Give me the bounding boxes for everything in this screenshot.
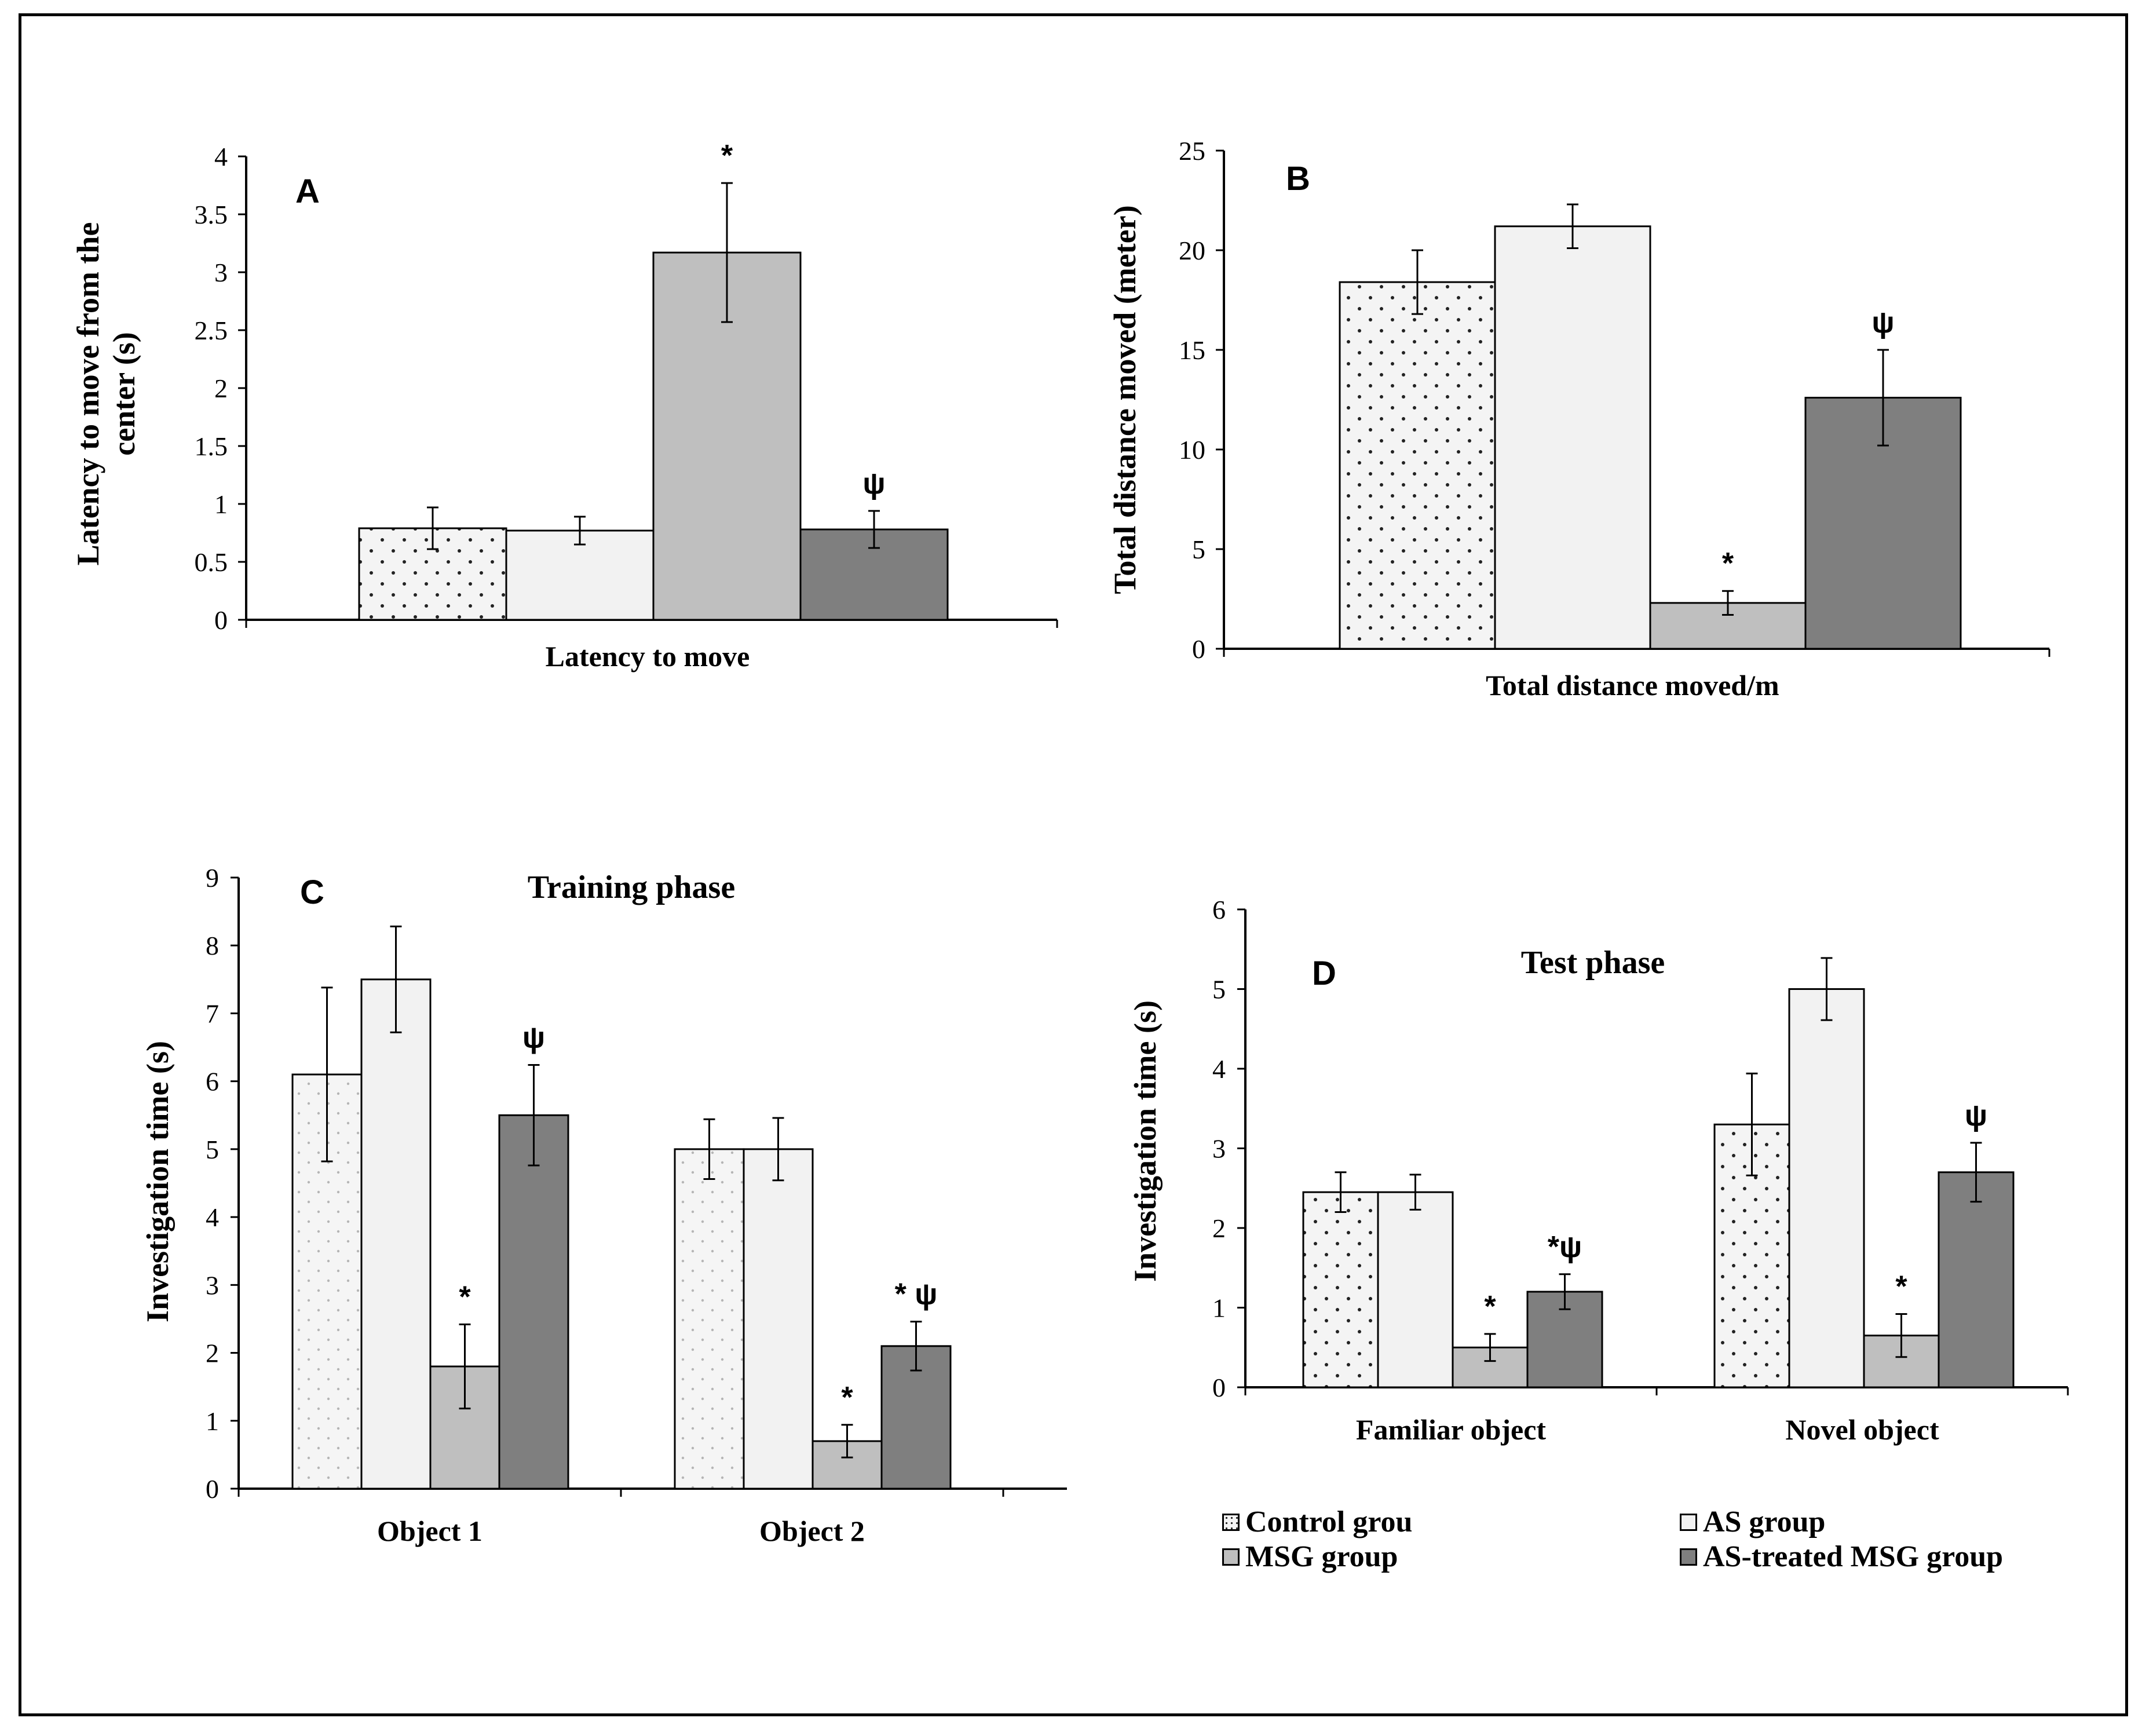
chart-panel-d: D 0 1 2 3 4 5 6 Familiar object Novel object Inve…	[1128, 895, 2069, 1446]
bar-control-grou-0	[1339, 281, 1496, 650]
chart-title: Test phase	[1521, 945, 1665, 981]
significance-marker: ψ	[1965, 1099, 1987, 1132]
significance-marker: ψ	[862, 467, 885, 500]
significance-marker: *	[1895, 1270, 1907, 1304]
legend-label-as-msg: AS-treated MSG group	[1703, 1540, 2004, 1573]
legend-label-as: AS group	[1703, 1505, 1826, 1538]
panel-label-c: C	[300, 874, 324, 911]
bars-d: **ψ*ψ	[1302, 957, 2015, 1388]
y-tick-label: 3	[1212, 1134, 1226, 1164]
bar-as-group-0	[1494, 225, 1651, 650]
x-category-label: Familiar object	[1356, 1413, 1546, 1446]
significance-marker: ψ	[1871, 306, 1894, 339]
y-tick-label: 4	[206, 1203, 219, 1232]
y-tick-label: 5	[1212, 975, 1226, 1004]
y-tick-label: 6	[206, 1067, 219, 1097]
x-category-label: Object 1	[377, 1515, 482, 1547]
chart-panel-b: B 0 5 10 15 20 25 Total distance moved/m Total …	[1107, 136, 2050, 701]
bar-control-grou-0	[1302, 1191, 1379, 1388]
y-tick-label: 0	[214, 605, 228, 635]
y-axis-title: Investigation time (s)	[1128, 1000, 1163, 1282]
chart-title: Training phase	[528, 869, 735, 905]
legend-swatch-msg	[1222, 1548, 1240, 1566]
significance-marker: *	[841, 1381, 853, 1415]
bars-b: *ψ	[1339, 203, 1962, 650]
legend-item-as-msg: AS-treated MSG group	[1680, 1540, 2003, 1574]
y-tick-label: 7	[206, 999, 219, 1028]
significance-marker: *	[1484, 1290, 1496, 1324]
bars-c: * ψ * * ψ	[291, 925, 952, 1490]
y-tick-label: 0.5	[195, 547, 228, 577]
legend-item-msg: MSG group	[1222, 1540, 1398, 1574]
significance-marker: *ψ	[1548, 1230, 1582, 1264]
bar-as-treated-msg-group-0	[498, 1114, 569, 1490]
y-tick-label: 4	[1212, 1054, 1226, 1084]
significance-marker: ψ	[522, 1021, 545, 1055]
panel-label-d: D	[1312, 955, 1336, 992]
x-category-label: Latency to move	[546, 640, 750, 673]
y-tick-label: 3.5	[195, 200, 228, 229]
legend-item-as: AS group	[1680, 1505, 1825, 1539]
bar-as-group-1	[743, 1148, 814, 1490]
y-axis-title: Investigation time (s)	[140, 1041, 175, 1322]
y-tick-label: 20	[1179, 236, 1205, 265]
y-tick-label: 1	[214, 489, 228, 519]
figure-frame	[19, 13, 2128, 1716]
panel-label-b: B	[1286, 160, 1310, 198]
y-tick-label: 0	[206, 1474, 219, 1504]
y-tick-label: 1	[206, 1406, 219, 1436]
y-tick-label: 0	[1212, 1373, 1226, 1402]
y-tick-label: 2	[214, 374, 228, 403]
y-tick-label: 3	[214, 258, 228, 287]
y-tick-label: 9	[206, 863, 219, 893]
y-axis-title: Total distance moved (meter)	[1107, 205, 1142, 594]
y-tick-label: 2	[1212, 1214, 1226, 1243]
y-tick-label: 10	[1179, 435, 1205, 465]
bar-as-group-0	[360, 978, 432, 1490]
y-tick-label: 0	[1192, 634, 1205, 664]
y-tick-label: 1.5	[195, 432, 228, 461]
y-tick-label: 6	[1212, 895, 1226, 924]
y-tick-label: 5	[206, 1135, 219, 1164]
chart-panel-a: A 0 0.5 1 1.5 2 2.5 3 3.5 4 Latency to move Latenc…	[71, 139, 1058, 673]
significance-marker: * ψ	[895, 1278, 938, 1311]
legend-swatch-as	[1680, 1513, 1697, 1531]
y-tick-label: 4	[214, 142, 228, 171]
significance-marker: *	[721, 139, 733, 173]
legend-swatch-control	[1222, 1513, 1240, 1531]
y-tick-label: 25	[1179, 136, 1205, 166]
legend-label-msg: MSG group	[1245, 1540, 1398, 1573]
bar-as-group-1	[1788, 988, 1865, 1388]
y-tick-label: 15	[1179, 335, 1205, 365]
bars-a: *ψ	[358, 139, 949, 621]
y-tick-label: 5	[1192, 535, 1205, 564]
chart-panel-c: C 0 1 2 3 4 5 6 7 8 9 Object 1 Object 2 Investigatio…	[140, 863, 1067, 1547]
x-category-label: Object 2	[759, 1515, 865, 1547]
y-tick-label: 1	[1212, 1293, 1226, 1323]
x-category-label: Novel object	[1785, 1413, 1939, 1446]
bar-as-group-0	[505, 529, 655, 621]
significance-marker: *	[459, 1280, 471, 1314]
panel-label-a: A	[295, 173, 320, 210]
y-tick-label: 2	[206, 1339, 219, 1368]
bar-as-group-0	[1377, 1191, 1454, 1388]
bar-control-grou-1	[674, 1148, 745, 1490]
legend-label-control: Control grou	[1245, 1505, 1413, 1538]
legend: Control grou AS group MSG group AS-treat…	[1222, 1505, 2091, 1580]
y-tick-label: 2.5	[195, 316, 228, 345]
legend-item-control: Control grou	[1222, 1505, 1412, 1539]
bar-as-treated-msg-group-1	[1938, 1171, 2015, 1388]
legend-swatch-as-msg	[1680, 1548, 1697, 1566]
axes-d: 0 1 2 3 4 5 6 Familiar object Novel object Invest…	[1128, 895, 2069, 1446]
significance-marker: *	[1722, 547, 1734, 580]
y-tick-label: 8	[206, 931, 219, 960]
y-axis-title: Latency to move from thecenter (s)	[71, 222, 141, 566]
x-category-label: Total distance moved/m	[1486, 669, 1779, 701]
y-tick-label: 3	[206, 1270, 219, 1300]
axes-a: 0 0.5 1 1.5 2 2.5 3 3.5 4 Latency to move Latency …	[71, 142, 1058, 673]
